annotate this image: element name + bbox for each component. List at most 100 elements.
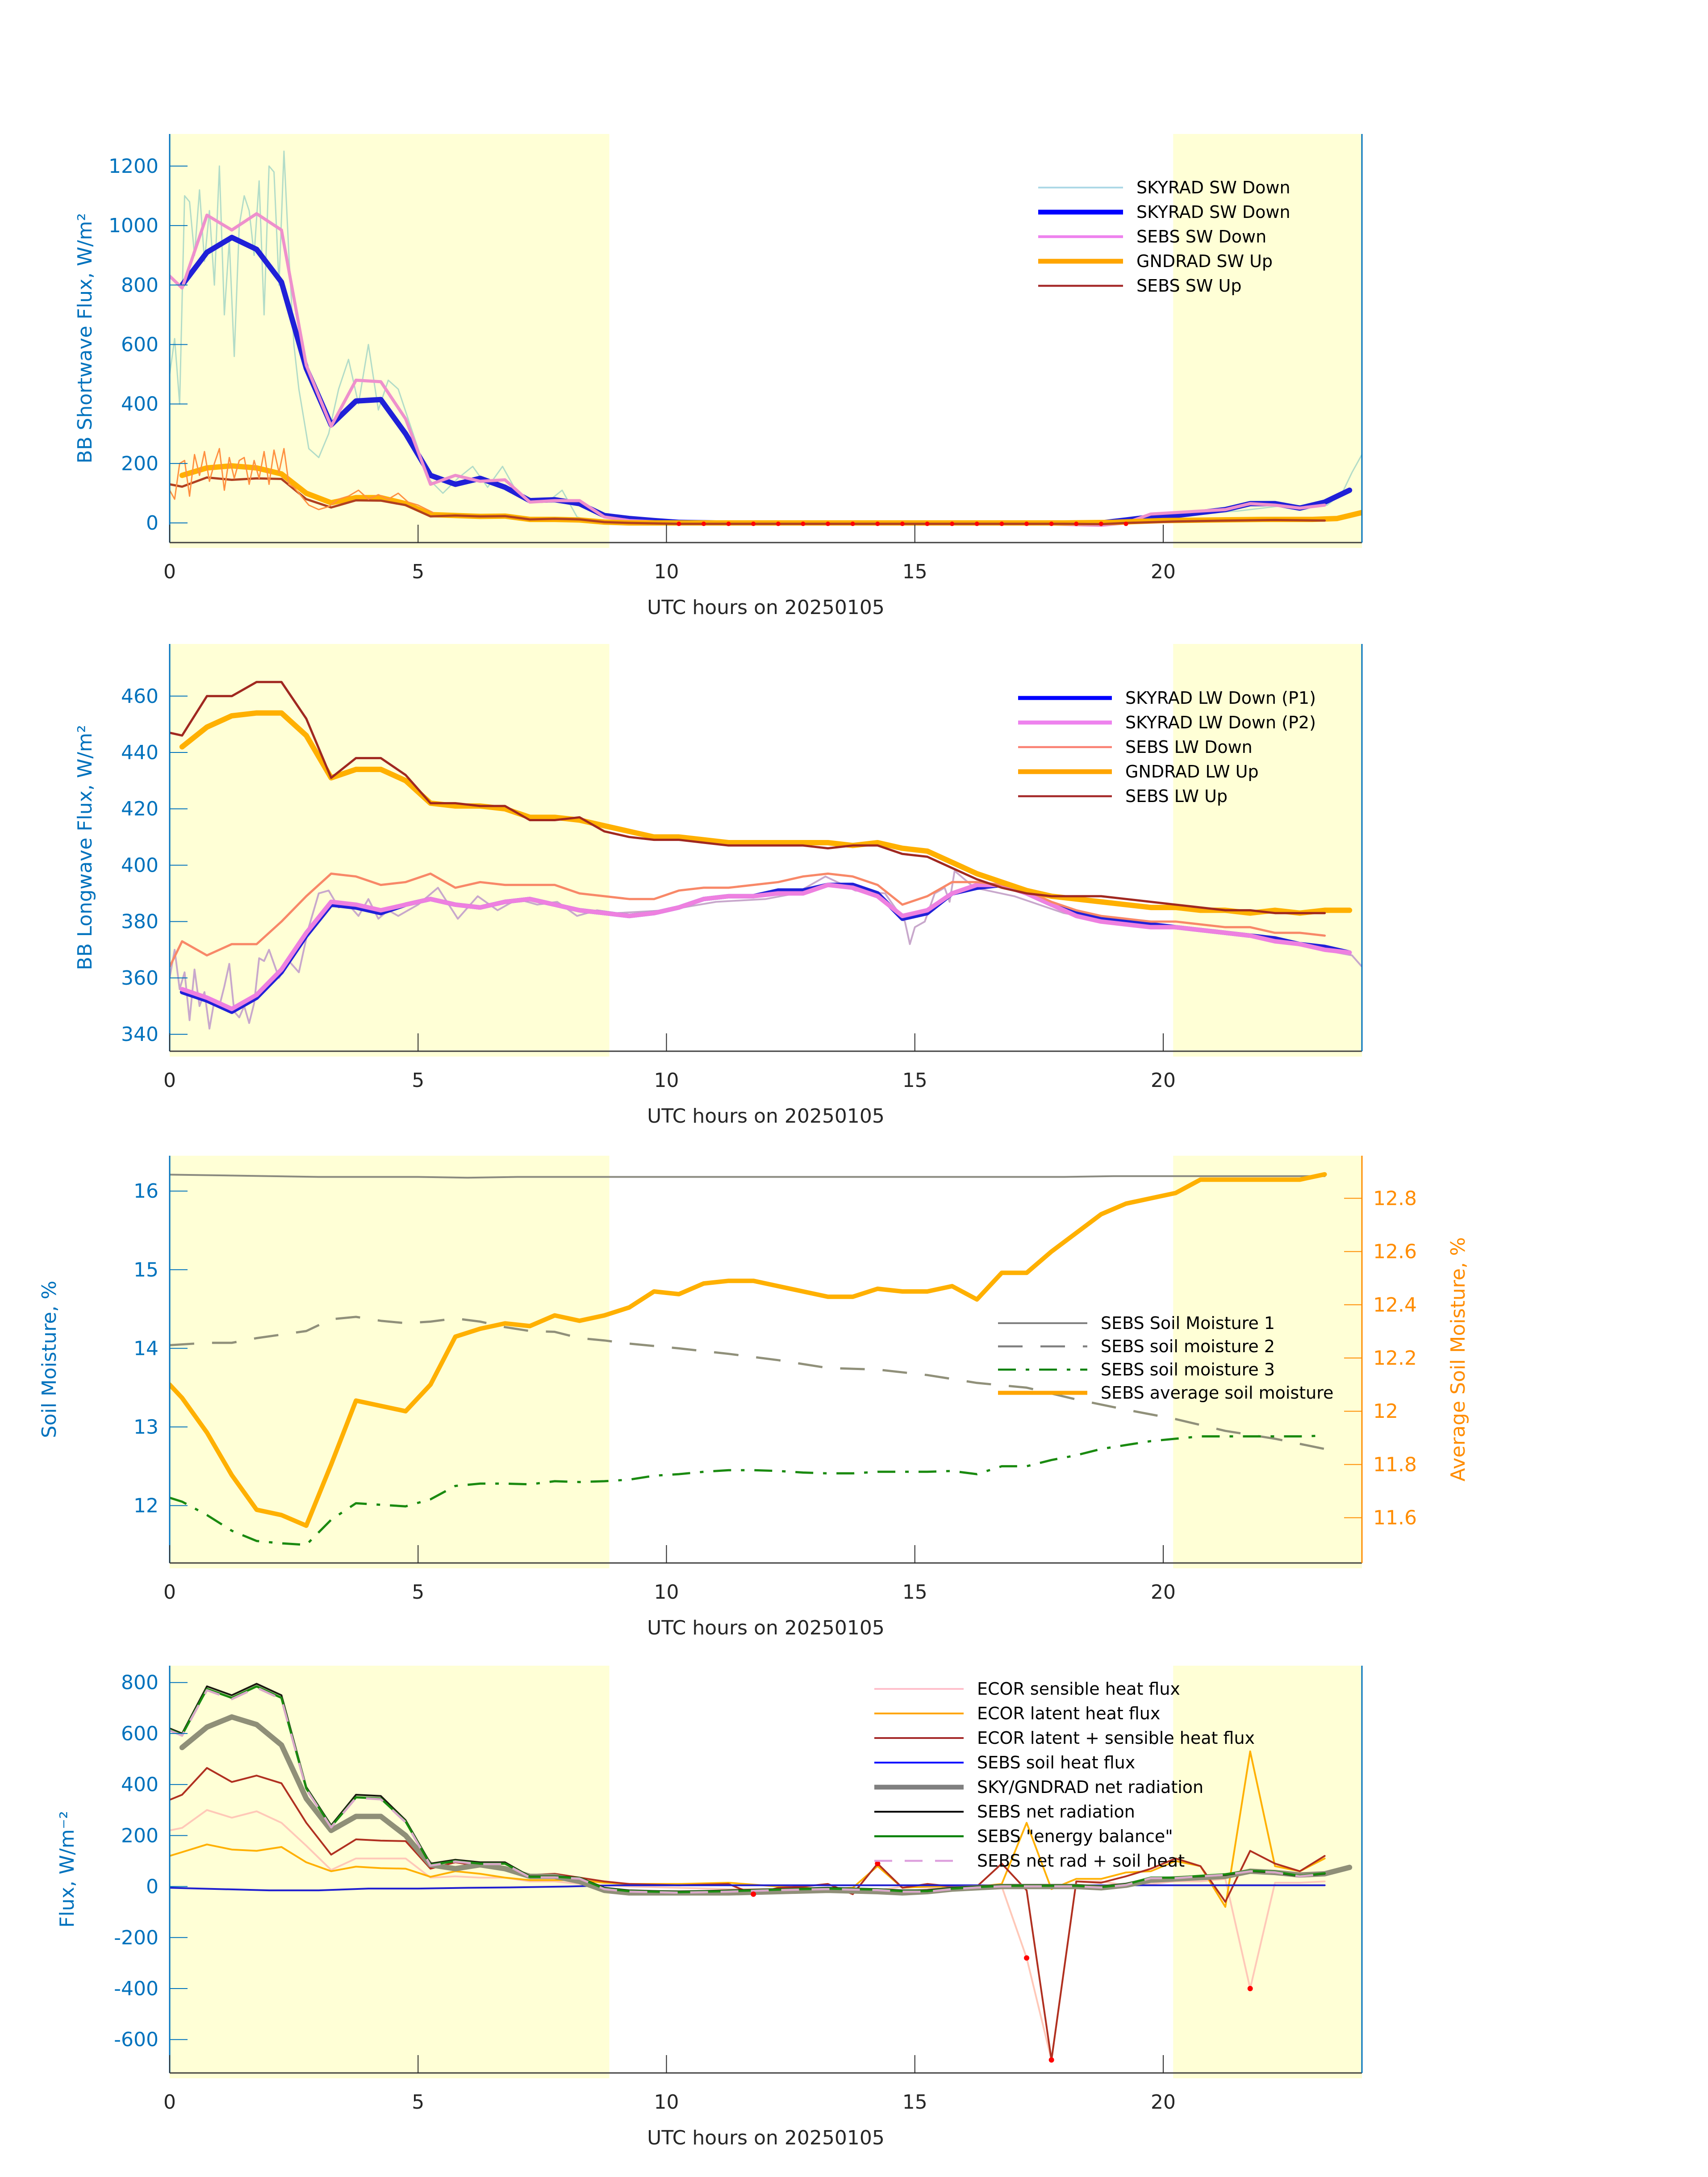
y-tick-label: -600 xyxy=(114,2028,159,2051)
y-tick-label: 400 xyxy=(121,854,159,877)
night-shading xyxy=(1173,1156,1362,1568)
y-axis-title: Flux, W/m⁻² xyxy=(56,1811,79,1928)
y-right-tick-label: 12 xyxy=(1373,1400,1398,1423)
y-tick-label: 360 xyxy=(121,967,159,990)
data-marker xyxy=(950,522,955,526)
data-marker xyxy=(751,1891,756,1897)
y-tick-label: 0 xyxy=(146,1876,159,1898)
series-line-sebs-lw-down xyxy=(170,872,1326,968)
y-tick-label: 800 xyxy=(121,274,159,297)
series-line-gndrad-lw-up xyxy=(179,710,1353,916)
legend-label: SEBS soil moisture 2 xyxy=(1101,1337,1275,1356)
y-axis-title: BB Longwave Flux, W/m² xyxy=(74,725,96,970)
data-marker xyxy=(776,522,781,526)
x-tick-label: 20 xyxy=(1151,1069,1176,1092)
soil-moisture-panel: 0 5 10 15 20 12 13 14 15 16 11.6 11.8 12 12.2 12.4 12.6… xyxy=(38,1156,1470,1639)
x-axis-title: UTC hours on 20250105 xyxy=(647,596,885,619)
longwave-panel: 0 5 10 15 20 340 360 380 400 420 440 460 UTC hours o… xyxy=(74,644,1363,1128)
y-right-tick-label: 12.2 xyxy=(1373,1347,1417,1370)
data-marker xyxy=(1123,522,1128,526)
y-tick-label: 400 xyxy=(121,393,159,416)
legend-label: SKYRAD LW Down (P1) xyxy=(1125,688,1316,708)
legend: SKYRAD LW Down (P1) SKYRAD LW Down (P2) SE… xyxy=(1018,688,1316,806)
series-line-sebs-lw-up xyxy=(170,681,1326,915)
y-tick-label: 400 xyxy=(121,1773,159,1796)
plot-area xyxy=(170,1683,1353,2063)
legend-label: SEBS Soil Moisture 1 xyxy=(1101,1313,1275,1333)
legend-label: ECOR sensible heat flux xyxy=(977,1679,1180,1699)
y-tick-label: 15 xyxy=(134,1258,159,1281)
legend-label: SEBS average soil moisture xyxy=(1101,1383,1333,1403)
series-line-sebs-average-soil-moisture xyxy=(170,1172,1327,1528)
y-tick-label: 340 xyxy=(121,1023,159,1046)
x-tick-label: 20 xyxy=(1151,1581,1176,1604)
x-tick-label: 20 xyxy=(1151,2091,1176,2114)
night-shading xyxy=(170,134,610,548)
data-marker xyxy=(900,522,905,526)
data-marker xyxy=(999,522,1004,526)
legend-label: SKYRAD SW Down xyxy=(1136,202,1290,222)
y-tick-label: 200 xyxy=(121,1824,159,1847)
legend: SEBS Soil Moisture 1 SEBS soil moisture 2… xyxy=(998,1313,1333,1403)
x-tick-label: 10 xyxy=(654,560,679,583)
legend-label: SEBS LW Down xyxy=(1125,737,1253,757)
series-line-sebs-soil-moisture-2 xyxy=(170,1316,1325,1450)
plot-area xyxy=(170,1172,1327,1546)
y-tick-label: 440 xyxy=(121,741,159,764)
y-tick-label: -400 xyxy=(114,1977,159,2000)
data-marker xyxy=(751,522,756,526)
data-marker xyxy=(1024,522,1029,526)
legend-label: SKYRAD LW Down (P2) xyxy=(1125,713,1316,732)
series-line-sebs-soil-moisture-3 xyxy=(170,1434,1325,1546)
legend-label: SKYRAD SW Down xyxy=(1136,178,1290,197)
y-tick-label: 1000 xyxy=(109,214,159,237)
legend-label: SEBS soil heat flux xyxy=(977,1753,1135,1772)
legend-label: GNDRAD SW Up xyxy=(1136,251,1273,271)
legend-label: SKY/GNDRAD net radiation xyxy=(977,1777,1203,1797)
y-axis-title: Soil Moisture, % xyxy=(38,1281,61,1438)
x-tick-label: 15 xyxy=(902,2091,927,2114)
y-axis-title: BB Shortwave Flux, W/m² xyxy=(74,213,96,464)
x-tick-label: 10 xyxy=(654,1581,679,1604)
legend: SKYRAD SW Down SKYRAD SW Down SEBS SW Down… xyxy=(1038,178,1290,296)
x-tick-label: 20 xyxy=(1151,560,1176,583)
legend-label: ECOR latent + sensible heat flux xyxy=(977,1728,1255,1748)
legend-label: SEBS net radiation xyxy=(977,1802,1135,1822)
data-marker xyxy=(1098,522,1103,526)
data-marker xyxy=(1247,1985,1253,1991)
data-marker xyxy=(677,522,681,526)
x-axis-title: UTC hours on 20250105 xyxy=(647,1617,885,1639)
y-tick-label: 14 xyxy=(134,1337,159,1360)
x-tick-label: 0 xyxy=(163,1581,176,1604)
y-tick-label: 460 xyxy=(121,685,159,708)
data-marker xyxy=(1048,2057,1054,2063)
legend-label: SEBS net rad + soil heat xyxy=(977,1851,1185,1871)
series-line-noisy-ground-sw-up xyxy=(170,448,434,514)
night-shading xyxy=(1173,644,1362,1057)
plot-area xyxy=(170,150,1362,527)
x-tick-label: 5 xyxy=(412,560,424,583)
x-tick-label: 15 xyxy=(902,1581,927,1604)
y-tick-label: 800 xyxy=(121,1671,159,1694)
y-tick-label: 420 xyxy=(121,798,159,820)
y-right-tick-label: 11.6 xyxy=(1373,1507,1417,1529)
data-marker xyxy=(875,522,880,526)
plot-area xyxy=(170,681,1362,1030)
y-right-tick-label: 12.4 xyxy=(1373,1294,1417,1316)
y-right-tick-label: 12.8 xyxy=(1373,1187,1417,1210)
y-right-tick-label: 11.8 xyxy=(1373,1453,1417,1476)
y-tick-label: 600 xyxy=(121,333,159,356)
x-tick-label: 0 xyxy=(163,560,176,583)
data-marker xyxy=(925,522,930,526)
night-shading xyxy=(170,1666,610,2078)
x-tick-label: 10 xyxy=(654,2091,679,2114)
data-marker xyxy=(974,522,979,526)
x-tick-label: 0 xyxy=(163,1069,176,1092)
data-marker xyxy=(701,522,706,526)
energy-flux-panel: 0 5 10 15 20 -600 -400 -200 0 200 400 600 800 UTC hou… xyxy=(56,1666,1363,2149)
y-tick-label: -200 xyxy=(114,1926,159,1949)
data-marker xyxy=(1049,522,1054,526)
x-tick-label: 0 xyxy=(163,2091,176,2114)
